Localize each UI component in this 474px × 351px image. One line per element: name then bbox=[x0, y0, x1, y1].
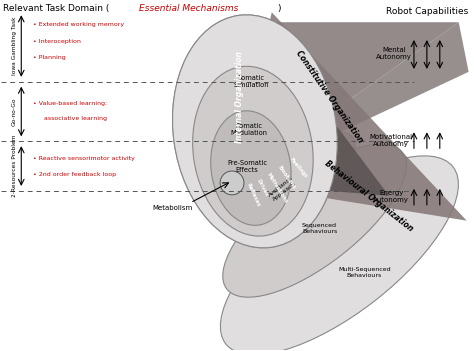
Text: 2-Resources Problem: 2-Resources Problem bbox=[12, 135, 17, 197]
Text: Mental
Autonomy: Mental Autonomy bbox=[376, 47, 412, 60]
Text: Motivational
Autonomy: Motivational Autonomy bbox=[370, 134, 413, 147]
Text: Multi-Sequenced
Behaviours: Multi-Sequenced Behaviours bbox=[338, 267, 391, 278]
Ellipse shape bbox=[173, 15, 337, 248]
Text: Iowa Gambling Task: Iowa Gambling Task bbox=[12, 17, 17, 75]
Text: Reflexes: Reflexes bbox=[246, 182, 261, 207]
Ellipse shape bbox=[192, 66, 313, 236]
Text: • Value-based learning:: • Value-based learning: bbox=[33, 101, 107, 106]
Text: Feelings: Feelings bbox=[289, 157, 309, 179]
Text: • Interoception: • Interoception bbox=[33, 39, 81, 44]
Text: Energy
Autonomy: Energy Autonomy bbox=[373, 190, 409, 203]
Polygon shape bbox=[232, 12, 466, 221]
Text: Constitutive Organization: Constitutive Organization bbox=[294, 49, 365, 144]
Text: Pre-Somatic
Effects: Pre-Somatic Effects bbox=[227, 160, 267, 173]
Ellipse shape bbox=[192, 66, 313, 236]
Text: Sequenced
Behaviours: Sequenced Behaviours bbox=[302, 223, 337, 234]
Text: • Planning: • Planning bbox=[33, 55, 66, 60]
Text: Motivations: Motivations bbox=[266, 172, 289, 204]
Polygon shape bbox=[232, 22, 459, 183]
Text: Drives: Drives bbox=[255, 178, 269, 197]
Text: Somatic
Modulation: Somatic Modulation bbox=[230, 123, 267, 136]
Text: associative learning: associative learning bbox=[44, 116, 107, 121]
Text: Relevant Task Domain (: Relevant Task Domain ( bbox=[3, 4, 110, 13]
Ellipse shape bbox=[220, 156, 458, 351]
Text: Go-no-Go: Go-no-Go bbox=[12, 97, 17, 126]
Text: ): ) bbox=[278, 4, 281, 13]
Text: Essential Mechanisms: Essential Mechanisms bbox=[138, 4, 238, 13]
Text: • Extended working memory: • Extended working memory bbox=[33, 22, 124, 27]
Polygon shape bbox=[232, 22, 469, 183]
Text: Behavioural Organization: Behavioural Organization bbox=[323, 159, 415, 233]
Polygon shape bbox=[232, 17, 389, 196]
Ellipse shape bbox=[211, 111, 291, 225]
Text: Avoidance
Approach: Avoidance Approach bbox=[267, 175, 298, 203]
Ellipse shape bbox=[173, 15, 337, 248]
Text: Somatic
Simulation: Somatic Simulation bbox=[233, 75, 269, 88]
Text: Metabolism: Metabolism bbox=[152, 205, 192, 211]
Ellipse shape bbox=[223, 144, 406, 297]
Text: Emotions: Emotions bbox=[277, 165, 297, 190]
Text: • 2nd order feedback loop: • 2nd order feedback loop bbox=[33, 172, 116, 177]
Text: Robot Capabilities: Robot Capabilities bbox=[386, 7, 469, 16]
Circle shape bbox=[220, 171, 244, 195]
Text: Internal Organization: Internal Organization bbox=[236, 51, 245, 143]
Ellipse shape bbox=[224, 132, 355, 240]
Text: • Reactive sensorimotor activity: • Reactive sensorimotor activity bbox=[33, 155, 135, 161]
Ellipse shape bbox=[211, 111, 291, 225]
